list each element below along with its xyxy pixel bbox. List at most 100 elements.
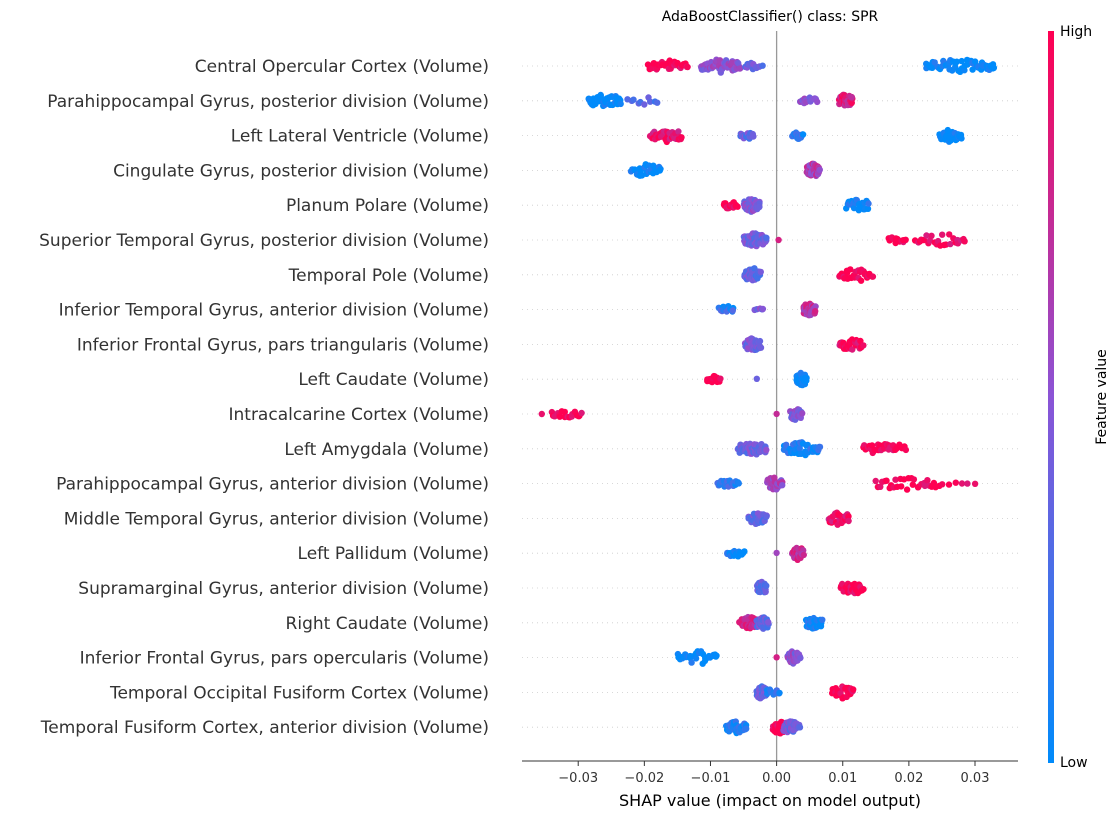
feature-label: Supramarginal Gyrus, anterior division (… (78, 579, 489, 599)
shap-point (946, 231, 953, 238)
shap-point (857, 277, 865, 284)
shap-point (812, 303, 819, 310)
shap-point (757, 344, 765, 351)
colorbar (1048, 31, 1054, 763)
feature-label: Left Caudate (Volume) (298, 370, 489, 390)
shap-point (756, 203, 763, 211)
shap-point (684, 63, 691, 71)
shap-point (799, 131, 807, 138)
feature-label: Inferior Temporal Gyrus, anterior divisi… (59, 301, 489, 321)
shap-point (678, 134, 685, 141)
shap-point (939, 481, 946, 488)
shap-point (958, 57, 965, 65)
shap-point (868, 442, 876, 449)
shap-point (947, 240, 954, 248)
shap-point (928, 232, 935, 239)
shap-point (654, 99, 661, 106)
shap-point (926, 237, 934, 244)
shap-point (799, 410, 806, 417)
shap-point (924, 477, 931, 484)
colorbar-high-label: High (1060, 24, 1092, 40)
feature-label: Parahippocampal Gyrus, posterior divisio… (47, 92, 489, 112)
feature-label: Left Pallidum (Volume) (298, 544, 489, 564)
shap-point (776, 689, 783, 697)
shap-point (910, 476, 918, 483)
shap-point (734, 203, 741, 210)
shap-point (860, 342, 867, 349)
x-tick-label: −0.03 (558, 771, 598, 786)
shap-point (617, 100, 624, 108)
shap-point (538, 410, 545, 418)
feature-rows: Central Opercular Cortex (Volume) Parahip… (39, 57, 1018, 738)
shap-point (909, 481, 916, 488)
shap-point (692, 655, 700, 662)
shap-point (763, 234, 770, 241)
shap-point (903, 486, 911, 493)
feature-label: Central Opercular Cortex (Volume) (195, 57, 489, 77)
shap-point (597, 93, 604, 100)
shap-point (725, 728, 733, 735)
shap-point (763, 513, 770, 520)
shap-point (957, 131, 965, 139)
shap-point (756, 337, 764, 345)
shap-point (860, 586, 867, 593)
x-axis-label: SHAP value (impact on model output) (619, 791, 921, 810)
shap-point (647, 98, 654, 105)
shap-point (847, 266, 854, 273)
shap-point (773, 549, 780, 557)
shap-point (865, 200, 872, 207)
shap-point (803, 377, 810, 384)
shap-point (958, 480, 966, 487)
shap-point (817, 623, 825, 630)
shap-point (763, 582, 770, 589)
shap-point (735, 60, 742, 67)
shap-point (902, 446, 910, 454)
shap-point (688, 659, 695, 666)
shap-point (630, 96, 637, 103)
shap-point (845, 517, 852, 525)
colorbar-title: Feature value (1094, 349, 1110, 445)
shap-point (729, 307, 736, 314)
shap-point (869, 273, 877, 280)
shap-point (641, 101, 648, 108)
shap-point (713, 652, 720, 659)
x-tick-label: −0.02 (624, 771, 664, 786)
shap-point (814, 98, 821, 106)
shap-point (759, 62, 766, 69)
feature-label: Temporal Occipital Fusiform Cortex (Volu… (109, 683, 489, 703)
feature-label: Left Amygdala (Volume) (284, 440, 489, 460)
shap-point (872, 477, 879, 485)
feature-label: Middle Temporal Gyrus, anterior division… (64, 509, 489, 529)
feature-label: Right Caudate (Volume) (286, 614, 489, 634)
feature-label: Intracalcarine Cortex (Volume) (228, 405, 489, 425)
shap-point (753, 375, 760, 382)
shap-point (796, 724, 804, 731)
shap-point (796, 445, 803, 452)
feature-label: Left Lateral Ventricle (Volume) (231, 127, 489, 147)
shap-point (964, 480, 971, 487)
x-tick-label: −0.01 (691, 771, 731, 786)
feature-label: Cingulate Gyrus, posterior division (Vol… (113, 161, 489, 181)
shap-point (675, 128, 682, 135)
shap-point (953, 58, 960, 65)
x-tick-label: 0.01 (828, 771, 857, 786)
shap-point (783, 441, 790, 448)
x-tick-label: 0.00 (762, 771, 791, 786)
shap-point (736, 65, 744, 72)
shap-point (556, 413, 563, 420)
shap-point (849, 346, 856, 353)
shap-point (775, 236, 782, 244)
shap-point (945, 481, 953, 488)
feature-label: Planum Polare (Volume) (286, 196, 489, 216)
shap-point (779, 482, 786, 489)
chart-title: AdaBoostClassifier() class: SPR (662, 9, 879, 25)
shap-point (765, 619, 772, 626)
feature-label: Temporal Pole (Volume) (288, 266, 489, 286)
shap-point (812, 308, 819, 315)
shap-point (816, 443, 824, 451)
shap-point (735, 480, 742, 487)
shap-point (939, 231, 946, 238)
shap-point (971, 480, 979, 487)
feature-label: Parahippocampal Gyrus, anterior division… (56, 475, 489, 495)
